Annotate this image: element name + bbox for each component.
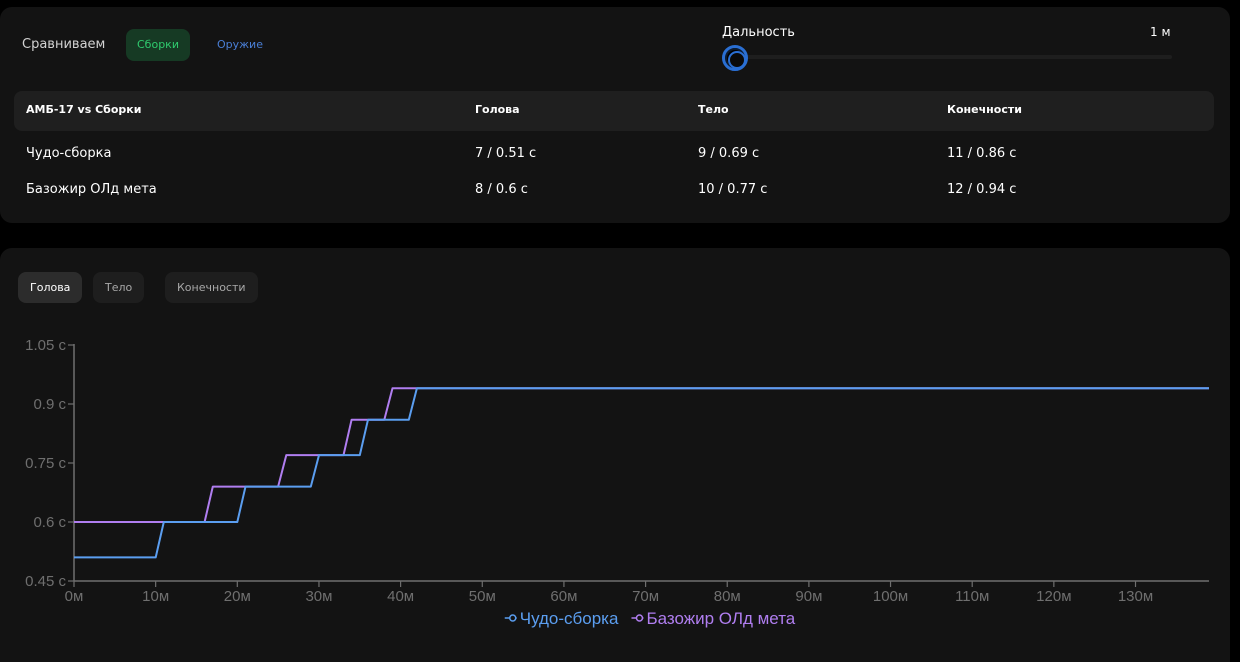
- x-tick-label: 50м: [469, 588, 496, 605]
- y-tick-label: 0.9 с: [33, 396, 66, 413]
- x-tick-label: 60м: [550, 588, 577, 605]
- y-tick-label: 0.45 с: [25, 573, 66, 590]
- x-tick-label: 20м: [224, 588, 251, 605]
- y-tick-label: 0.75 с: [25, 455, 66, 472]
- legend-label: Базожир ОЛд мета: [646, 609, 795, 628]
- range-slider-thumb[interactable]: [722, 45, 748, 71]
- table-cell-limbs: 11 / 0.86 с: [947, 146, 1017, 161]
- tab-head[interactable]: Голова: [18, 272, 83, 303]
- table-cell-body: 10 / 0.77 с: [698, 182, 768, 197]
- x-tick-label: 90м: [795, 588, 822, 605]
- comparison-panel: Сравниваем Сборки Оружие Дальность 1 м А…: [0, 7, 1230, 223]
- compare-builds-button[interactable]: Сборки: [126, 29, 190, 61]
- x-tick-label: 80м: [714, 588, 741, 605]
- x-tick-label: 100м: [873, 588, 908, 605]
- table-cell-head: 7 / 0.51 с: [475, 146, 537, 161]
- table-cell-name: Базожир ОЛд мета: [26, 182, 157, 197]
- legend-label: Чудо-сборка: [520, 609, 619, 628]
- table-header-head: Голова: [475, 103, 520, 116]
- range-value: 1 м: [1150, 25, 1171, 39]
- series-line: [74, 387, 1209, 559]
- table-cell-limbs: 12 / 0.94 с: [947, 182, 1017, 197]
- x-tick-label: 130м: [1118, 588, 1153, 605]
- table-cell-body: 9 / 0.69 с: [698, 146, 760, 161]
- table-header-limbs: Конечности: [947, 103, 1022, 116]
- table-row: Чудо-сборка 7 / 0.51 с 9 / 0.69 с 11 / 0…: [14, 146, 1214, 176]
- x-tick-label: 0м: [65, 588, 84, 605]
- legend-marker-dot: [508, 614, 517, 622]
- chart-panel: Голова Тело Конечности 0.45 с 0.6 с 0.75 с…: [0, 248, 1230, 662]
- x-tick-label: 70м: [632, 588, 659, 605]
- x-tick-label: 120м: [1036, 588, 1071, 605]
- table-header: АМБ-17 vs Сборки Голова Тело Конечности: [14, 91, 1214, 131]
- tab-body[interactable]: Тело: [93, 272, 145, 303]
- compare-weapons-button[interactable]: Оружие: [217, 38, 263, 51]
- range-label: Дальность: [722, 25, 795, 40]
- compare-label: Сравниваем: [22, 37, 106, 52]
- y-tick-label: 0.6 с: [33, 514, 66, 531]
- tab-limbs[interactable]: Конечности: [165, 272, 258, 303]
- table-header-title: АМБ-17 vs Сборки: [26, 103, 142, 116]
- table-header-body: Тело: [698, 103, 729, 116]
- legend-marker-dot: [635, 614, 644, 622]
- x-tick-label: 10м: [142, 588, 169, 605]
- table-row: Базожир ОЛд мета 8 / 0.6 с 10 / 0.77 с 1…: [14, 182, 1214, 212]
- y-tick-label: 1.05 с: [25, 337, 66, 354]
- range-slider-track[interactable]: [722, 55, 1172, 59]
- x-tick-label: 110м: [955, 588, 989, 605]
- series-line: [74, 387, 1209, 523]
- ttk-line-chart: 0.45 с 0.6 с 0.75 с 0.9 с 1.05 с 0м 10м 20м 30м 4…: [25, 337, 1209, 628]
- x-tick-label: 40м: [387, 588, 414, 605]
- x-tick-label: 30м: [305, 588, 332, 605]
- table-cell-name: Чудо-сборка: [26, 146, 112, 161]
- table-cell-head: 8 / 0.6 с: [475, 182, 528, 197]
